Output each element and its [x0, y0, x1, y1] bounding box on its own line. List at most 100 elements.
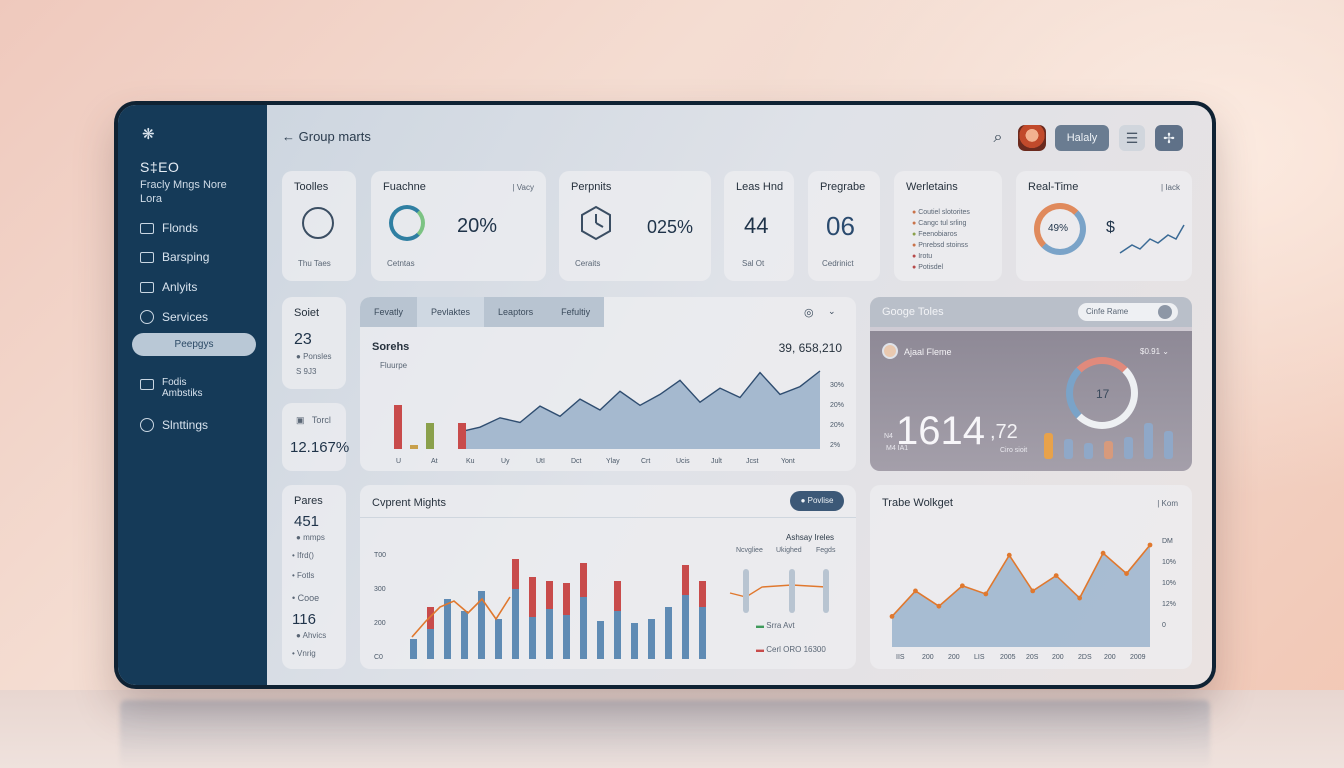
filter-button[interactable]: ● Povlise [790, 491, 844, 511]
card-footer: Cetntas [387, 259, 415, 268]
sidebar-item-services[interactable]: Services [140, 310, 208, 324]
red-bar [512, 559, 519, 589]
legend-item-text: Srra Avt [766, 621, 795, 630]
stat-card-torcl[interactable]: ▣ Torcl 12.167% [282, 403, 349, 471]
hexagon-clock-icon [581, 205, 611, 241]
search-input[interactable]: Cinfe Rame [1078, 303, 1178, 321]
y-tick-label: DM [1162, 538, 1173, 545]
value-suffix: M4 IA1 [886, 445, 909, 452]
chart-title: Sorehs [372, 341, 410, 353]
sidebar-item-fodis[interactable]: Fodis Ambstiks [140, 377, 222, 399]
legend-swatch: ▬ [756, 645, 764, 654]
tab-fevatly[interactable]: Fevatly [360, 297, 418, 327]
kpi-card-fuachne[interactable]: Fuachne | Vacy 20% Cetntas [371, 171, 546, 281]
goge-toles-card[interactable]: Googe Toles Cinfe Rame Ajaal Fleme $0.91… [870, 297, 1192, 471]
brand-name: S‡EO [140, 159, 180, 175]
bar-line-chart: T00 300 200 C0 [374, 552, 829, 661]
sidebar-item-peepgys[interactable]: Peepgys [132, 333, 256, 356]
chevron-down-icon[interactable]: ⌄ [828, 306, 836, 316]
legend-dot: ● [912, 264, 917, 271]
y-tick-label: T00 [374, 552, 386, 559]
kpi-card-werletains[interactable]: Werletains ● Coutiel slotorites ● Cangc … [894, 171, 1002, 281]
sidebar: ❋ S‡EO Fracly Mngs Nore Lora Flonds Bars… [118, 105, 267, 685]
y-tick-label: 0 [1162, 622, 1166, 629]
card-footer: Sal Ot [742, 259, 765, 268]
search-icon[interactable]: ⌕ [993, 129, 1003, 146]
blue-bar [427, 629, 434, 659]
pares-card[interactable]: Pares 451 ● mmps • Ifrd() • Fotls • Cooe… [282, 485, 346, 669]
kpi-card-leas-hnd[interactable]: Leas Hnd 44 Sal Ot [724, 171, 794, 281]
blue-bar [648, 619, 655, 659]
grid-icon [140, 281, 154, 293]
data-point [959, 583, 965, 589]
data-point [1147, 542, 1153, 548]
menu-icon[interactable]: ☰ [1119, 125, 1145, 151]
card-footer: Thu Taes [298, 259, 331, 268]
back-arrow-icon[interactable]: ← [282, 129, 295, 144]
data-point [936, 603, 942, 609]
kpi-value: 06 [826, 211, 855, 241]
sidebar-item-slnttings[interactable]: Slnttings [140, 418, 208, 432]
stat-card-soiet[interactable]: Soiet 23 ● Ponsles S 9J3 [282, 297, 346, 389]
x-tick-label: Yont [781, 458, 795, 465]
legend-item: ▬ Srra Avt [756, 621, 795, 630]
card-footer: Cedrinict [822, 259, 854, 268]
main-chart-card[interactable]: Fevatly Pevlaktes Leaptors Fefultiy ◎ ⌄ … [360, 297, 856, 471]
kpi-value: 20% [457, 215, 498, 237]
list-row-text: Vnrig [297, 649, 316, 658]
settings-icon[interactable]: ◎ [804, 307, 814, 319]
kpi-card-realtime[interactable]: Real-Time | Iack 49% $ [1016, 171, 1192, 281]
y-tick-label: 20% [830, 402, 844, 409]
chart-tabs: Fevatly Pevlaktes Leaptors Fefultiy [360, 297, 605, 327]
stat-header: ▣ Torcl [296, 415, 331, 425]
avatar[interactable] [1018, 125, 1046, 151]
mini-bar [1084, 443, 1093, 459]
stat-value: 451 [294, 513, 320, 530]
trabe-wolkget-card[interactable]: Trabe Wolkget | Kom DM 10% 10% 12% 0 IIS 200 20… [870, 485, 1192, 669]
legend-item-text: Cerl ORO 16300 [766, 645, 826, 654]
blue-bar [495, 619, 502, 659]
x-tick-label: Uy [501, 458, 510, 465]
list-row-text: Fotls [297, 571, 315, 580]
data-point [889, 614, 895, 619]
area-fill [892, 545, 1150, 647]
sidebar-item-flonds[interactable]: Flonds [140, 221, 198, 235]
data-point [983, 591, 989, 597]
red-bar [427, 607, 434, 629]
card-title: Leas Hnd [736, 181, 784, 193]
kpi-card-perpnits[interactable]: Perpnits 025% Ceraits [559, 171, 711, 281]
blue-bar [580, 597, 587, 659]
x-tick-label: U [396, 458, 401, 465]
search-icon[interactable] [1158, 305, 1172, 319]
list-row-text: Ifrd() [297, 551, 314, 560]
kpi-card-toolles[interactable]: Toolles Thu Taes [282, 171, 356, 281]
legend-col: Fegds [816, 547, 836, 554]
data-point [1077, 595, 1083, 601]
line-area-chart: DM 10% 10% 12% 0 IIS 200 200 LIS 2005 20S 200 2DS 200… [889, 538, 1176, 661]
x-tick-label: Ylay [606, 458, 620, 465]
donut-gauge [1034, 203, 1086, 255]
add-icon[interactable]: ✢ [1155, 125, 1183, 151]
tab-leaptors[interactable]: Leaptors [484, 297, 548, 327]
legend-col: Ukighed [776, 547, 802, 554]
sidebar-item-label: Anlyits [162, 280, 198, 294]
legend-range [743, 569, 749, 613]
tab-pevlaktes[interactable]: Pevlaktes [417, 297, 485, 327]
highlight-bar [458, 423, 466, 449]
header-button[interactable]: Halaly [1055, 125, 1109, 151]
blue-bar [512, 589, 519, 659]
page-title[interactable]: ← Group marts [282, 129, 371, 144]
blue-bar [461, 611, 468, 659]
y-tick-label: 2% [830, 442, 840, 449]
card-corner: | Kom [1157, 499, 1178, 508]
amount-dropdown[interactable]: $0.91 ⌄ [1140, 347, 1169, 356]
kpi-card-pregrabe[interactable]: Pregrabe 06 Cedrinict [808, 171, 880, 281]
tab-fefultiy[interactable]: Fefultiy [547, 297, 605, 327]
legend-item: Irotu [918, 253, 933, 260]
sidebar-item-barsping[interactable]: Barsping [140, 250, 209, 264]
sidebar-item-anlyits[interactable]: Anlyits [140, 280, 197, 294]
legend-list: ● Coutiel slotorites ● Cangc tul srling … [912, 207, 970, 273]
card-title: Soiet [294, 307, 320, 319]
current-mights-card[interactable]: Cvprent Mights ● Povlise Ashsay Ireles N… [360, 485, 856, 669]
x-tick-label: IIS [896, 654, 905, 661]
